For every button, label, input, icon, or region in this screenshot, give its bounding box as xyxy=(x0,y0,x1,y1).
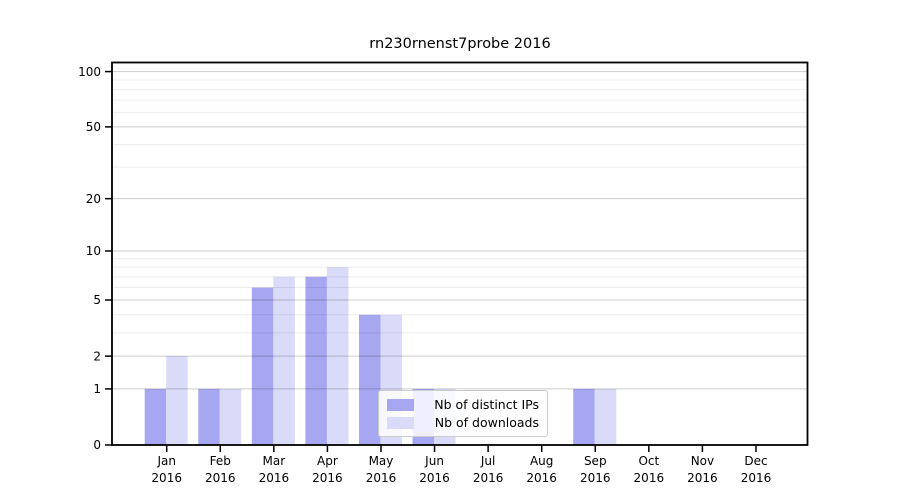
x-axis-tick-label-year: 2016 xyxy=(526,471,557,485)
x-axis-tick-label-month: Jan xyxy=(156,454,176,468)
x-axis-tick-label-year: 2016 xyxy=(741,471,772,485)
bar-distinct-ips xyxy=(358,314,381,445)
bar-distinct-ips xyxy=(305,276,327,445)
legend-label-downloads: Nb of downloads xyxy=(434,415,539,430)
x-axis-tick-label-month: May xyxy=(369,454,394,468)
x-axis-tick-label-month: Jul xyxy=(480,454,495,468)
x-axis-tick-label-year: 2016 xyxy=(312,471,343,485)
bar-downloads xyxy=(594,388,617,445)
x-axis-tick-label-year: 2016 xyxy=(151,471,182,485)
legend: Nb of distinct IPs Nb of downloads xyxy=(378,390,548,437)
axis-frame xyxy=(111,61,809,446)
y-axis-tick-label: 100 xyxy=(78,65,101,79)
y-axis-tick-label: 10 xyxy=(86,244,101,258)
x-axis-tick-label-month: Feb xyxy=(210,454,231,468)
y-axis-tick-label: 1 xyxy=(93,382,101,396)
bar-downloads xyxy=(326,267,349,445)
x-axis-tick-label-month: Aug xyxy=(530,454,553,468)
x-axis-tick-label-year: 2016 xyxy=(580,471,611,485)
x-axis-tick-label-month: Dec xyxy=(744,454,767,468)
y-axis-tick-label: 0 xyxy=(93,438,101,452)
chart-title: rn230rnenst7probe 2016 xyxy=(369,36,551,52)
x-axis-tick-label-year: 2016 xyxy=(419,471,450,485)
legend-label-distinct-ips: Nb of distinct IPs xyxy=(434,397,539,412)
x-axis-tick-label-month: Apr xyxy=(317,454,338,468)
x-axis-tick-label-month: Nov xyxy=(691,454,714,468)
bar-downloads xyxy=(166,356,188,445)
x-axis-tick-label-month: Mar xyxy=(263,454,286,468)
bar-downloads xyxy=(219,388,242,445)
legend-swatch-downloads xyxy=(387,416,414,429)
x-axis-tick-label-month: Sep xyxy=(584,454,607,468)
bar-downloads xyxy=(273,276,295,445)
x-axis-tick-label-year: 2016 xyxy=(259,471,290,485)
x-axis-tick-label-month: Oct xyxy=(638,454,659,468)
bar-distinct-ips xyxy=(144,388,167,445)
x-axis-tick-label-year: 2016 xyxy=(473,471,504,485)
y-axis-tick-label: 2 xyxy=(93,349,101,363)
bar-distinct-ips xyxy=(251,287,274,445)
x-axis-tick-label-year: 2016 xyxy=(634,471,665,485)
legend-swatch-distinct-ips xyxy=(387,398,414,411)
x-axis-tick-label-month: Jun xyxy=(424,454,444,468)
bar-distinct-ips xyxy=(198,388,220,445)
legend-item-distinct-ips: Nb of distinct IPs xyxy=(387,397,539,412)
x-axis-tick-label-year: 2016 xyxy=(687,471,718,485)
y-axis-tick-label: 5 xyxy=(93,293,101,307)
x-axis-tick-label-year: 2016 xyxy=(366,471,397,485)
y-axis-tick-label: 50 xyxy=(86,120,101,134)
legend-item-downloads: Nb of downloads xyxy=(387,415,539,430)
y-axis-tick-label: 20 xyxy=(86,192,101,206)
bar-distinct-ips xyxy=(573,388,595,445)
x-axis-tick-label-year: 2016 xyxy=(205,471,236,485)
